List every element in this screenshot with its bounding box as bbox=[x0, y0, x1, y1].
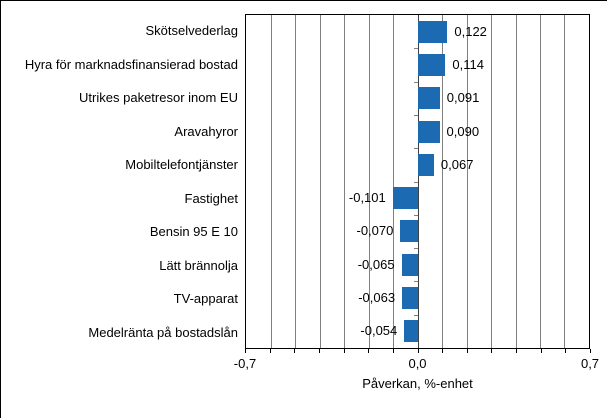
category-label: Utrikes paketresor inom EU bbox=[79, 90, 238, 106]
category-tick-mark bbox=[413, 248, 418, 250]
category-tick-mark bbox=[413, 281, 418, 283]
x-axis-tick-mark bbox=[343, 349, 345, 353]
x-axis-tick-mark bbox=[491, 349, 493, 353]
plot-area: 0,122 0,114 0,091 0,090 0,067 -0,101 -0,070 -0,… bbox=[245, 14, 590, 349]
bar bbox=[400, 220, 418, 243]
category-label: Skötselvederlag bbox=[145, 23, 239, 39]
gridline bbox=[270, 15, 272, 348]
value-label: 0,114 bbox=[452, 56, 484, 72]
category-label: Bensin 95 E 10 bbox=[149, 224, 238, 240]
gridline bbox=[295, 15, 296, 348]
bar bbox=[392, 187, 418, 210]
category-label: Lätt brännolja bbox=[159, 257, 238, 273]
x-axis-tick-mark bbox=[368, 349, 370, 353]
gridline bbox=[393, 15, 394, 348]
bar bbox=[401, 253, 418, 276]
value-label: 0,067 bbox=[440, 156, 474, 172]
value-label: -0,070 bbox=[356, 223, 394, 239]
gridline bbox=[344, 15, 345, 348]
category-tick-mark bbox=[413, 114, 418, 116]
category-label: TV-apparat bbox=[173, 291, 238, 307]
x-tick-label-min: -0,7 bbox=[233, 356, 257, 371]
category-tick-mark bbox=[413, 214, 418, 216]
value-label: -0,063 bbox=[358, 290, 396, 305]
zero-axis-line bbox=[417, 15, 419, 348]
value-label: 0,091 bbox=[446, 90, 480, 106]
x-axis-tick-marks bbox=[245, 349, 591, 354]
gridline bbox=[368, 15, 370, 348]
gridline bbox=[564, 15, 566, 348]
category-axis-labels: Skötselvederlag Hyra för marknadsfinansie… bbox=[1, 14, 238, 349]
x-axis-tick-mark bbox=[318, 349, 320, 353]
x-axis-tick-mark bbox=[269, 349, 271, 353]
x-axis-tick-mark bbox=[565, 349, 567, 353]
category-tick-mark bbox=[413, 148, 418, 150]
bar bbox=[404, 320, 418, 343]
x-axis-tick-mark bbox=[442, 349, 444, 353]
value-label: 0,090 bbox=[446, 123, 480, 139]
bar bbox=[417, 120, 440, 143]
gridline bbox=[515, 15, 517, 348]
category-tick-mark bbox=[413, 48, 418, 50]
gridline bbox=[319, 15, 321, 348]
category-tick-mark bbox=[413, 314, 418, 316]
value-label: -0,101 bbox=[348, 190, 386, 206]
category-label: Aravahyror bbox=[174, 123, 238, 139]
x-axis-tick-mark bbox=[392, 349, 394, 353]
category-label: Fastighet bbox=[184, 190, 238, 206]
bar bbox=[417, 87, 440, 110]
x-axis-tick-mark bbox=[540, 349, 542, 353]
x-axis-title: Påverkan, %-enhet bbox=[362, 376, 473, 391]
value-label: 0,122 bbox=[454, 23, 487, 39]
gridline bbox=[491, 15, 492, 348]
x-axis-tick-mark bbox=[516, 349, 518, 353]
x-axis-tick-mark bbox=[417, 349, 419, 353]
x-tick-label-max: 0,7 bbox=[580, 356, 600, 371]
category-tick-mark bbox=[413, 181, 418, 183]
gridline bbox=[442, 15, 443, 348]
gridline bbox=[540, 15, 541, 348]
bar bbox=[402, 287, 418, 309]
bar bbox=[417, 153, 434, 176]
bar bbox=[417, 20, 448, 43]
gridline bbox=[466, 15, 468, 348]
value-label: -0,054 bbox=[360, 323, 398, 339]
x-axis-tick-labels: -0,7 0,0 0,7 bbox=[234, 356, 599, 372]
category-label: Medelränta på bostadslån bbox=[88, 324, 238, 340]
category-tick-mark bbox=[413, 81, 418, 83]
x-axis-tick-mark bbox=[245, 349, 246, 353]
x-axis-tick-mark bbox=[590, 349, 591, 353]
value-label: -0,065 bbox=[357, 256, 395, 272]
bar bbox=[417, 53, 446, 76]
category-label: Hyra för marknadsfinansierad bostad bbox=[24, 56, 238, 72]
x-axis-tick-mark bbox=[466, 349, 468, 353]
category-label: Mobiltelefontjänster bbox=[125, 157, 238, 173]
x-axis-tick-mark bbox=[294, 349, 296, 353]
x-tick-label-zero: 0,0 bbox=[408, 356, 427, 371]
